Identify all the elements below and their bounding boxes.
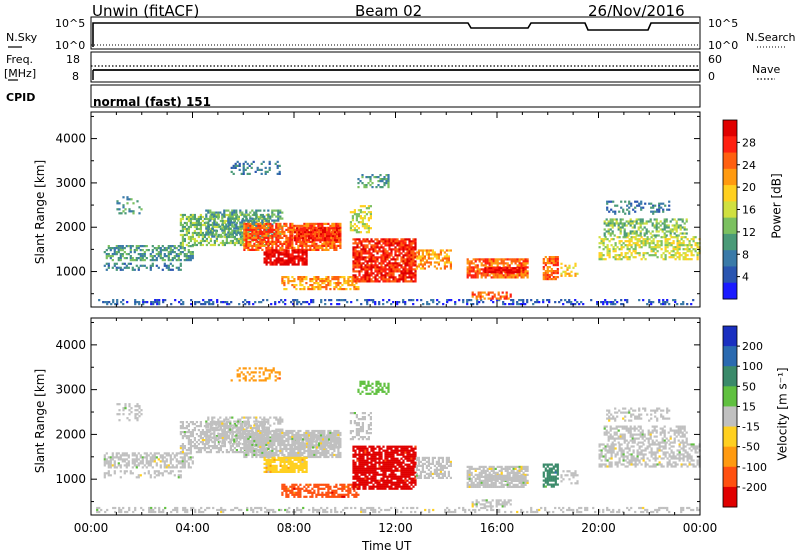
power-colorbar-segment	[723, 266, 737, 284]
velocity-colorbar-segment	[723, 486, 737, 508]
cpid-panel-frame	[90, 84, 701, 108]
power-colorbar-tick-label: 24	[742, 159, 756, 172]
power-colorbar-tick-label: 12	[742, 226, 756, 239]
power-ytick-label: 3000	[55, 176, 86, 190]
nsky-trace	[92, 22, 699, 47]
freq-unit: [MHz]	[4, 67, 37, 80]
velocity-heatmap-cells	[96, 367, 701, 514]
velocity-colorbar-tick-label: -15	[742, 421, 760, 434]
nsearch-tick-bottom: 10^0	[708, 39, 739, 52]
power-ytick-label: 1000	[55, 265, 86, 279]
x-axis-label: Time UT	[362, 539, 412, 553]
xtick-label: 04:00	[175, 521, 210, 535]
velocity-colorbar-segment	[723, 366, 737, 387]
freq-tick-top: 18	[66, 53, 80, 66]
power-colorbar-segment	[723, 233, 737, 251]
nave-tick-bottom: 0	[708, 70, 715, 83]
power-colorbar-segment	[723, 168, 737, 186]
velocity-colorbar-segment	[723, 446, 737, 468]
power-colorbar-segment	[723, 120, 737, 137]
power-colorbar-tick-label: 20	[742, 181, 756, 194]
velocity-colorbar-tick-label: -50	[742, 441, 760, 454]
chart-title: Unwin (fitACF)	[92, 2, 200, 20]
nsky-label: N.Sky	[6, 31, 38, 44]
velocity-ytick-label: 1000	[55, 472, 86, 486]
power-colorbar-segment	[723, 152, 737, 170]
velocity-colorbar-tick-label: 50	[742, 380, 756, 393]
nsky-tick-bottom: 10^0	[55, 39, 86, 52]
velocity-colorbar-segment	[723, 346, 737, 367]
power-colorbar-segment	[723, 136, 737, 154]
xtick-label: 16:00	[480, 521, 515, 535]
xtick-label: 20:00	[581, 521, 616, 535]
velocity-colorbar-frame	[722, 325, 738, 508]
power-colorbar-tick-label: 28	[742, 136, 756, 149]
power-colorbar-tick-label: 8	[742, 248, 749, 261]
velocity-ytick-label: 2000	[55, 427, 86, 441]
power-colorbar-segment	[723, 185, 737, 202]
beam-label: Beam 02	[355, 2, 423, 20]
velocity-ytick-label: 3000	[55, 383, 86, 397]
velocity-ytick-label: 4000	[55, 338, 86, 352]
velocity-colorbar-tick-label: -100	[742, 461, 767, 474]
velocity-colorbar-tick-label: 15	[742, 400, 756, 413]
xtick-label: 08:00	[277, 521, 312, 535]
cpid-label: CPID	[6, 91, 36, 104]
velocity-colorbar-segment	[723, 426, 737, 448]
power-colorbar-segment	[723, 217, 737, 235]
nsky-panel-frame	[90, 16, 701, 50]
power-colorbar-segment	[723, 282, 737, 300]
power-heatmap-cells	[98, 160, 701, 306]
xtick-label: 00:00	[683, 521, 718, 535]
xtick-label: 12:00	[378, 521, 413, 535]
freq-panel-frame	[90, 51, 701, 83]
power-ytick-label: 4000	[55, 132, 86, 146]
velocity-colorbar-tick-label: 200	[742, 340, 763, 353]
cpid-value: normal (fast) 151	[93, 95, 211, 109]
velocity-colorbar-segment	[723, 326, 737, 347]
nsky-tick-top: 10^5	[55, 17, 86, 30]
velocity-colorbar-tick-label: 100	[742, 360, 763, 373]
velocity-colorbar-segment	[723, 386, 737, 407]
freq-tick-bottom: 8	[72, 70, 79, 83]
power-colorbar-tick-label: 4	[742, 271, 749, 284]
xtick-label: 00:00	[74, 521, 109, 535]
nave-label: Nave	[752, 63, 781, 76]
velocity-colorbar-tick-label: -200	[742, 481, 767, 494]
power-ytick-label: 2000	[55, 220, 86, 234]
velocity-colorbar-segment	[723, 406, 737, 428]
power-colorbar-tick-label: 16	[742, 204, 756, 217]
velocity-colorbar-segment	[723, 466, 737, 488]
freq-label: Freq.	[6, 53, 34, 66]
power-colorbar-segment	[723, 201, 737, 219]
power-colorbar-segment	[723, 250, 737, 267]
nsearch-tick-top: 10^5	[708, 17, 739, 30]
nsearch-label: N.Search	[746, 31, 796, 44]
date-label: 26/Nov/2016	[588, 2, 685, 20]
nave-tick-top: 60	[708, 53, 722, 66]
